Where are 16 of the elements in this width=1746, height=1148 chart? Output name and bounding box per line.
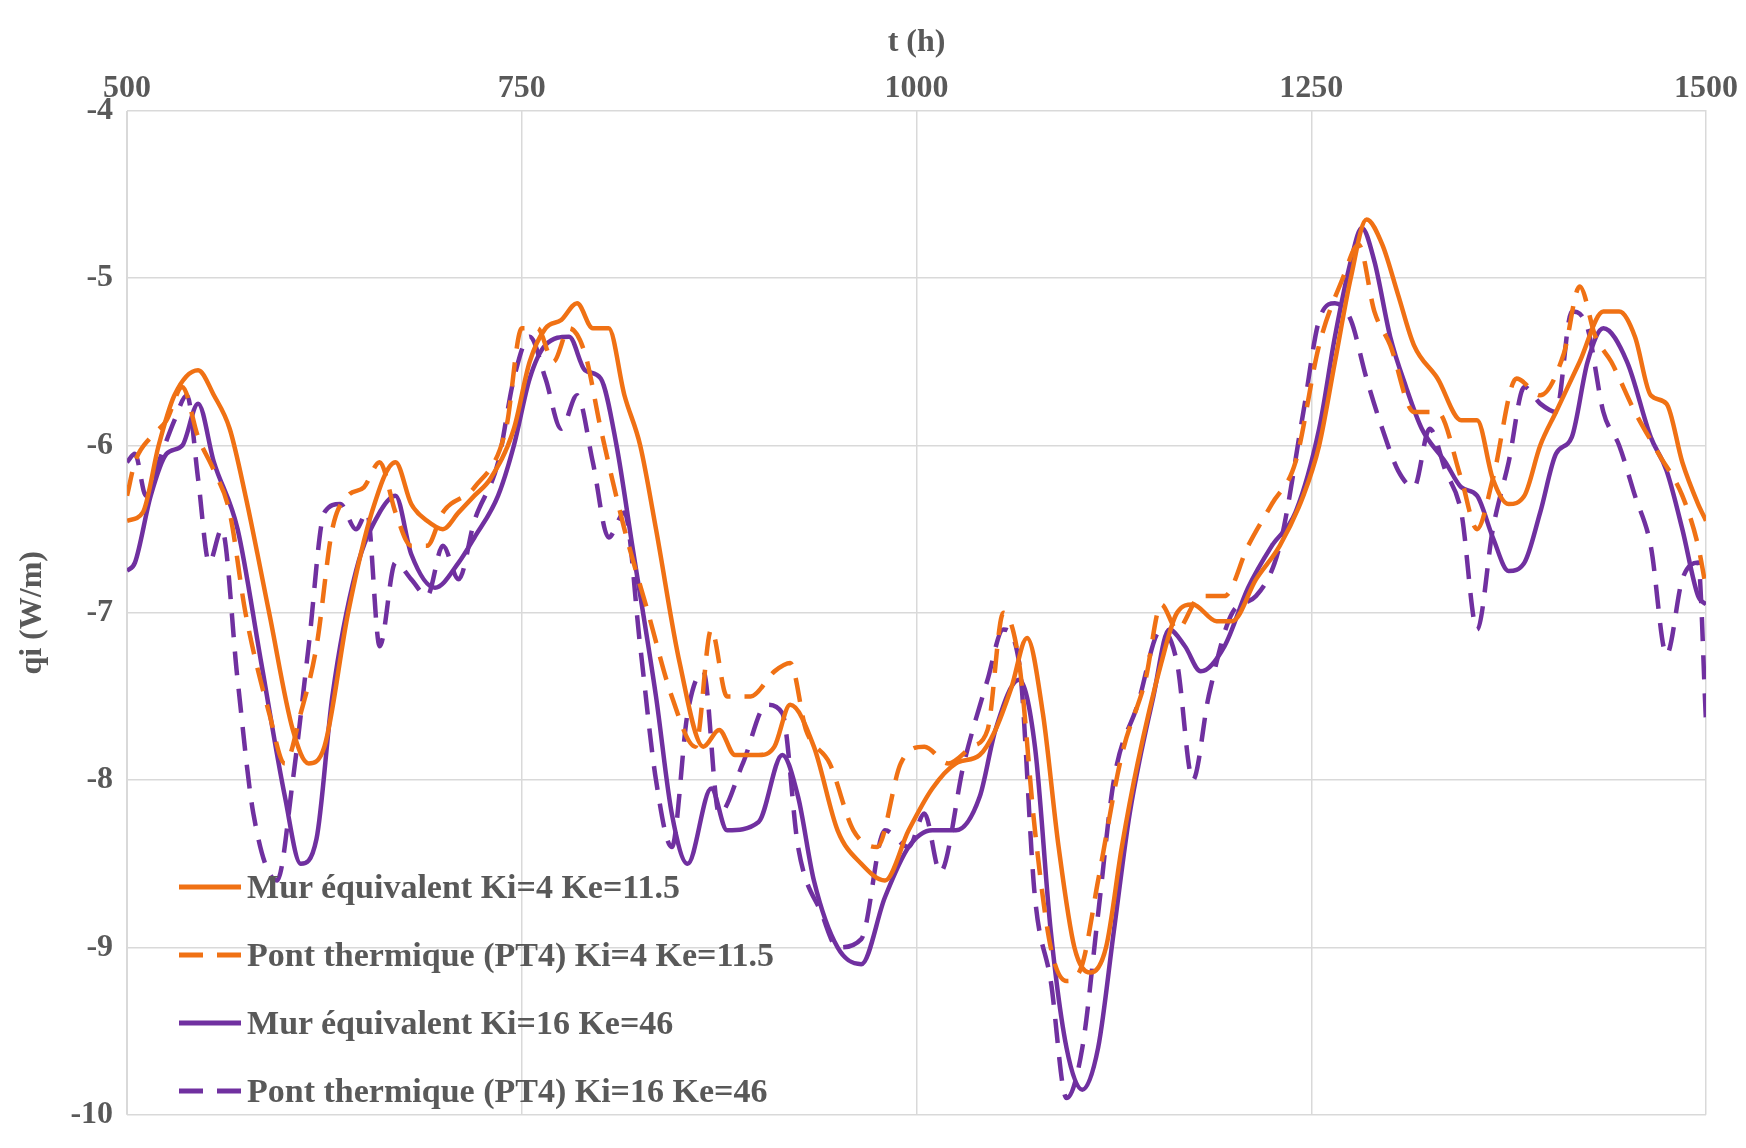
- legend-label: Mur équivalent Ki=16 Ke=46: [247, 1003, 674, 1042]
- y-tick-label: -5: [86, 257, 114, 294]
- y-tick-label: -8: [86, 759, 114, 796]
- legend-label: Pont thermique (PT4) Ki=16 Ke=46: [247, 1071, 768, 1110]
- x-tick-label: 750: [497, 67, 546, 104]
- y-tick-label: -9: [86, 926, 114, 963]
- x-tick-label: 1000: [884, 67, 949, 104]
- y-tick-label: -10: [70, 1094, 114, 1131]
- legend-label: Mur équivalent Ki=4 Ke=11.5: [247, 867, 680, 906]
- y-tick-label: -7: [86, 592, 114, 629]
- x-axis-title: t (h): [887, 22, 946, 59]
- x-tick-label: 1500: [1674, 67, 1738, 104]
- y-axis-title: qi (W/m): [12, 551, 49, 675]
- legend-label: Pont thermique (PT4) Ki=4 Ke=11.5: [247, 935, 775, 974]
- y-tick-label: -6: [86, 424, 114, 461]
- x-tick-label: 1250: [1279, 67, 1344, 104]
